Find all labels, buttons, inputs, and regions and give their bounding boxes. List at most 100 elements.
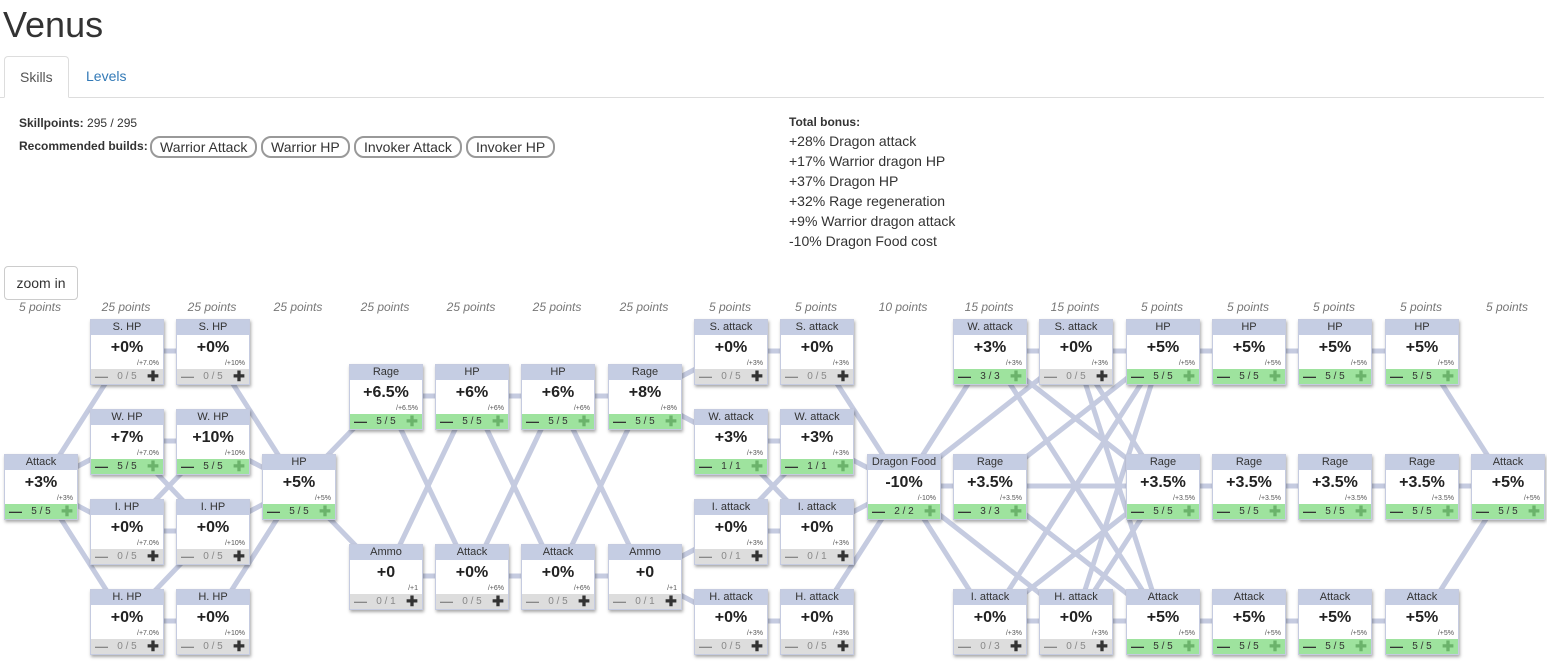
- plus-icon[interactable]: ✚: [147, 638, 159, 654]
- minus-icon[interactable]: —: [440, 594, 453, 609]
- plus-icon[interactable]: ✚: [837, 548, 849, 564]
- minus-icon[interactable]: —: [699, 549, 712, 564]
- skill-node[interactable]: I. attack +0% /+3% — 0 / 1 ✚: [694, 499, 768, 565]
- skill-node[interactable]: HP +5% /+5% — 5 / 5 ✚: [1298, 319, 1372, 385]
- minus-icon[interactable]: —: [95, 639, 108, 654]
- tab-levels[interactable]: Levels: [86, 68, 127, 84]
- minus-icon[interactable]: —: [1217, 639, 1230, 654]
- plus-icon[interactable]: ✚: [233, 368, 245, 384]
- skill-node[interactable]: Rage +3.5% /+3.5% — 5 / 5 ✚: [1212, 454, 1286, 520]
- minus-icon[interactable]: —: [958, 639, 971, 654]
- plus-icon[interactable]: ✚: [233, 638, 245, 654]
- plus-icon[interactable]: ✚: [61, 503, 73, 519]
- plus-icon[interactable]: ✚: [147, 548, 159, 564]
- skill-node[interactable]: H. attack +0% /+3% — 0 / 5 ✚: [694, 589, 768, 655]
- minus-icon[interactable]: —: [699, 459, 712, 474]
- skill-node[interactable]: Attack +5% /+5% — 5 / 5 ✚: [1126, 589, 1200, 655]
- plus-icon[interactable]: ✚: [1442, 638, 1454, 654]
- build-invoker-attack-button[interactable]: Invoker Attack: [354, 136, 462, 158]
- minus-icon[interactable]: —: [699, 369, 712, 384]
- plus-icon[interactable]: ✚: [1183, 368, 1195, 384]
- plus-icon[interactable]: ✚: [319, 503, 331, 519]
- plus-icon[interactable]: ✚: [837, 458, 849, 474]
- plus-icon[interactable]: ✚: [147, 368, 159, 384]
- minus-icon[interactable]: —: [613, 414, 626, 429]
- skill-node[interactable]: Attack +0% /+6% — 0 / 5 ✚: [435, 544, 509, 610]
- minus-icon[interactable]: —: [95, 459, 108, 474]
- skill-node[interactable]: HP +5% /+5% — 5 / 5 ✚: [262, 454, 336, 520]
- minus-icon[interactable]: —: [1217, 369, 1230, 384]
- minus-icon[interactable]: —: [1390, 369, 1403, 384]
- skill-node[interactable]: I. HP +0% /+10% — 0 / 5 ✚: [176, 499, 250, 565]
- plus-icon[interactable]: ✚: [578, 413, 590, 429]
- minus-icon[interactable]: —: [1303, 639, 1316, 654]
- plus-icon[interactable]: ✚: [578, 593, 590, 609]
- minus-icon[interactable]: —: [95, 369, 108, 384]
- plus-icon[interactable]: ✚: [1269, 368, 1281, 384]
- minus-icon[interactable]: —: [9, 504, 22, 519]
- plus-icon[interactable]: ✚: [1442, 368, 1454, 384]
- skill-node[interactable]: H. HP +0% /+10% — 0 / 5 ✚: [176, 589, 250, 655]
- minus-icon[interactable]: —: [1217, 504, 1230, 519]
- minus-icon[interactable]: —: [1131, 369, 1144, 384]
- skill-node[interactable]: I. attack +0% /+3% — 0 / 1 ✚: [780, 499, 854, 565]
- minus-icon[interactable]: —: [1044, 639, 1057, 654]
- skill-node[interactable]: Attack +5% /+5% — 5 / 5 ✚: [1471, 454, 1545, 520]
- skill-node[interactable]: Rage +3.5% /+3.5% — 5 / 5 ✚: [1298, 454, 1372, 520]
- plus-icon[interactable]: ✚: [665, 413, 677, 429]
- plus-icon[interactable]: ✚: [1528, 503, 1540, 519]
- plus-icon[interactable]: ✚: [837, 638, 849, 654]
- skill-node[interactable]: Rage +8% /+8% — 5 / 5 ✚: [608, 364, 682, 430]
- plus-icon[interactable]: ✚: [1269, 638, 1281, 654]
- plus-icon[interactable]: ✚: [1355, 638, 1367, 654]
- skill-node[interactable]: Attack +5% /+5% — 5 / 5 ✚: [1298, 589, 1372, 655]
- minus-icon[interactable]: —: [958, 504, 971, 519]
- skill-node[interactable]: S. attack +0% /+3% — 0 / 5 ✚: [1039, 319, 1113, 385]
- minus-icon[interactable]: —: [1131, 639, 1144, 654]
- plus-icon[interactable]: ✚: [1010, 638, 1022, 654]
- skill-node[interactable]: S. attack +0% /+3% — 0 / 5 ✚: [780, 319, 854, 385]
- plus-icon[interactable]: ✚: [233, 548, 245, 564]
- plus-icon[interactable]: ✚: [751, 638, 763, 654]
- plus-icon[interactable]: ✚: [1096, 368, 1108, 384]
- minus-icon[interactable]: —: [526, 414, 539, 429]
- plus-icon[interactable]: ✚: [837, 368, 849, 384]
- plus-icon[interactable]: ✚: [751, 458, 763, 474]
- skill-node[interactable]: Ammo +0 /+1 — 0 / 1 ✚: [349, 544, 423, 610]
- minus-icon[interactable]: —: [958, 369, 971, 384]
- minus-icon[interactable]: —: [181, 459, 194, 474]
- minus-icon[interactable]: —: [95, 549, 108, 564]
- plus-icon[interactable]: ✚: [1183, 503, 1195, 519]
- minus-icon[interactable]: —: [354, 594, 367, 609]
- minus-icon[interactable]: —: [1390, 639, 1403, 654]
- plus-icon[interactable]: ✚: [1442, 503, 1454, 519]
- minus-icon[interactable]: —: [1476, 504, 1489, 519]
- skill-node[interactable]: H. attack +0% /+3% — 0 / 5 ✚: [780, 589, 854, 655]
- skill-node[interactable]: HP +5% /+5% — 5 / 5 ✚: [1385, 319, 1459, 385]
- minus-icon[interactable]: —: [872, 504, 885, 519]
- minus-icon[interactable]: —: [267, 504, 280, 519]
- skill-node[interactable]: HP +5% /+5% — 5 / 5 ✚: [1126, 319, 1200, 385]
- skill-node[interactable]: HP +6% /+6% — 5 / 5 ✚: [521, 364, 595, 430]
- minus-icon[interactable]: —: [1390, 504, 1403, 519]
- skill-node[interactable]: HP +5% /+5% — 5 / 5 ✚: [1212, 319, 1286, 385]
- minus-icon[interactable]: —: [699, 639, 712, 654]
- skill-node[interactable]: I. attack +0% /+3% — 0 / 3 ✚: [953, 589, 1027, 655]
- skill-node[interactable]: Rage +6.5% /+6.5% — 5 / 5 ✚: [349, 364, 423, 430]
- skill-node[interactable]: Rage +3.5% /+3.5% — 3 / 3 ✚: [953, 454, 1027, 520]
- minus-icon[interactable]: —: [1303, 504, 1316, 519]
- plus-icon[interactable]: ✚: [1183, 638, 1195, 654]
- minus-icon[interactable]: —: [785, 639, 798, 654]
- plus-icon[interactable]: ✚: [1010, 368, 1022, 384]
- plus-icon[interactable]: ✚: [751, 548, 763, 564]
- skill-node[interactable]: Rage +3.5% /+3.5% — 5 / 5 ✚: [1385, 454, 1459, 520]
- plus-icon[interactable]: ✚: [1355, 503, 1367, 519]
- plus-icon[interactable]: ✚: [406, 593, 418, 609]
- plus-icon[interactable]: ✚: [1355, 368, 1367, 384]
- skill-node[interactable]: W. attack +3% /+3% — 1 / 1 ✚: [780, 409, 854, 475]
- skill-node[interactable]: W. attack +3% /+3% — 1 / 1 ✚: [694, 409, 768, 475]
- skill-node[interactable]: W. HP +7% /+7.0% — 5 / 5 ✚: [90, 409, 164, 475]
- minus-icon[interactable]: —: [181, 549, 194, 564]
- plus-icon[interactable]: ✚: [751, 368, 763, 384]
- minus-icon[interactable]: —: [440, 414, 453, 429]
